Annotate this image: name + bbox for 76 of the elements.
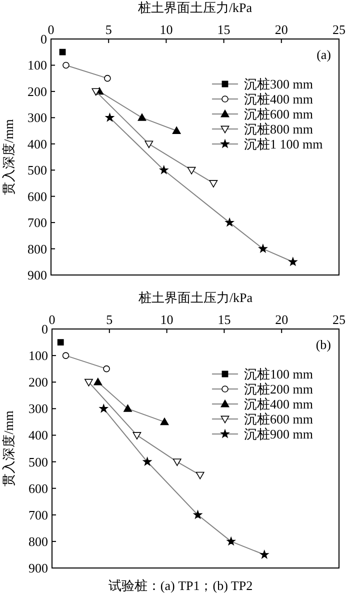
y-tick-label: 100 [28, 348, 48, 364]
legend-label: 沉桩600 mm [244, 106, 313, 122]
y-tick-label: 500 [28, 162, 47, 178]
x-tick-label: 10 [160, 312, 174, 327]
point [194, 510, 202, 519]
x-tick-label: 15 [218, 312, 231, 327]
x-tick-label: 5 [105, 22, 112, 37]
y-tick-label: 400 [28, 428, 48, 443]
y-tick-label: 600 [28, 188, 47, 204]
y-tick-label: 800 [28, 241, 47, 256]
y-tick-label: 0 [40, 32, 47, 46]
point [288, 257, 298, 266]
y-tick-label: 200 [28, 84, 47, 99]
point [172, 458, 182, 466]
point [104, 74, 111, 82]
y-tick-label: 800 [28, 534, 48, 549]
point [124, 404, 132, 412]
y-axis-title: 贯入深度/mm [1, 410, 16, 486]
point [132, 432, 142, 440]
point [225, 218, 234, 226]
y-tick-label: 300 [28, 110, 47, 126]
y-tick-label: 300 [28, 401, 48, 416]
y-axis-title: 贯入深度/mm [1, 119, 16, 195]
point [99, 404, 108, 412]
point [103, 365, 110, 372]
x-tick-label: 25 [332, 22, 346, 37]
legend-label: 沉桩400 mm [244, 92, 313, 106]
point [57, 339, 64, 346]
point [84, 378, 93, 386]
point [106, 113, 114, 122]
y-tick-label: 400 [28, 136, 47, 152]
y-tick-label: 200 [28, 374, 48, 390]
x-tick-label: 5 [106, 312, 113, 327]
point [187, 166, 196, 174]
legend-label: 沉桩900 mm [244, 426, 313, 442]
point [92, 88, 100, 96]
point [226, 537, 236, 546]
x-tick-label: 10 [160, 22, 173, 37]
y-tick-label: 100 [28, 58, 47, 73]
annotation: (b) [316, 337, 331, 352]
y-tick-label: 0 [42, 322, 48, 336]
legend-label: 沉桩300 mm [244, 76, 313, 92]
y-tick-label: 900 [28, 268, 47, 282]
legend-label: 沉桩600 mm [244, 412, 313, 426]
point [62, 352, 70, 359]
point [196, 472, 204, 480]
point [172, 126, 181, 134]
point [62, 62, 70, 69]
point [260, 550, 269, 558]
x-tick-label: 20 [274, 22, 288, 37]
y-tick-label: 700 [28, 215, 47, 230]
legend-label: 沉桩800 mm [244, 122, 313, 136]
point [258, 244, 268, 252]
legend-label: 沉桩1 100 mm [244, 136, 323, 152]
point [143, 457, 152, 466]
annotation: (a) [316, 47, 331, 62]
point [160, 166, 168, 174]
point [94, 378, 102, 386]
legend-label: 沉桩100 mm [244, 366, 313, 382]
point [59, 48, 66, 56]
legend-label: 沉桩400 mm [244, 396, 313, 412]
x-tick-label: 15 [217, 22, 230, 37]
point [209, 180, 218, 188]
y-tick-label: 700 [28, 507, 48, 522]
point [138, 113, 146, 121]
y-tick-label: 900 [28, 560, 48, 576]
point [160, 418, 169, 426]
text: 试验桩：(a) TP1；(b) TP2 [108, 578, 253, 593]
y-tick-label: 600 [28, 480, 48, 496]
x-axis-title: 桩土界面土压力/kPa [136, 0, 252, 15]
x-axis-title: 桩土界面土压力/kPa [137, 290, 253, 305]
legend-label: 沉桩200 mm [244, 382, 313, 396]
y-tick-label: 500 [28, 454, 48, 470]
x-tick-label: 25 [332, 312, 346, 327]
x-tick-label: 20 [275, 312, 288, 327]
point [144, 140, 154, 148]
